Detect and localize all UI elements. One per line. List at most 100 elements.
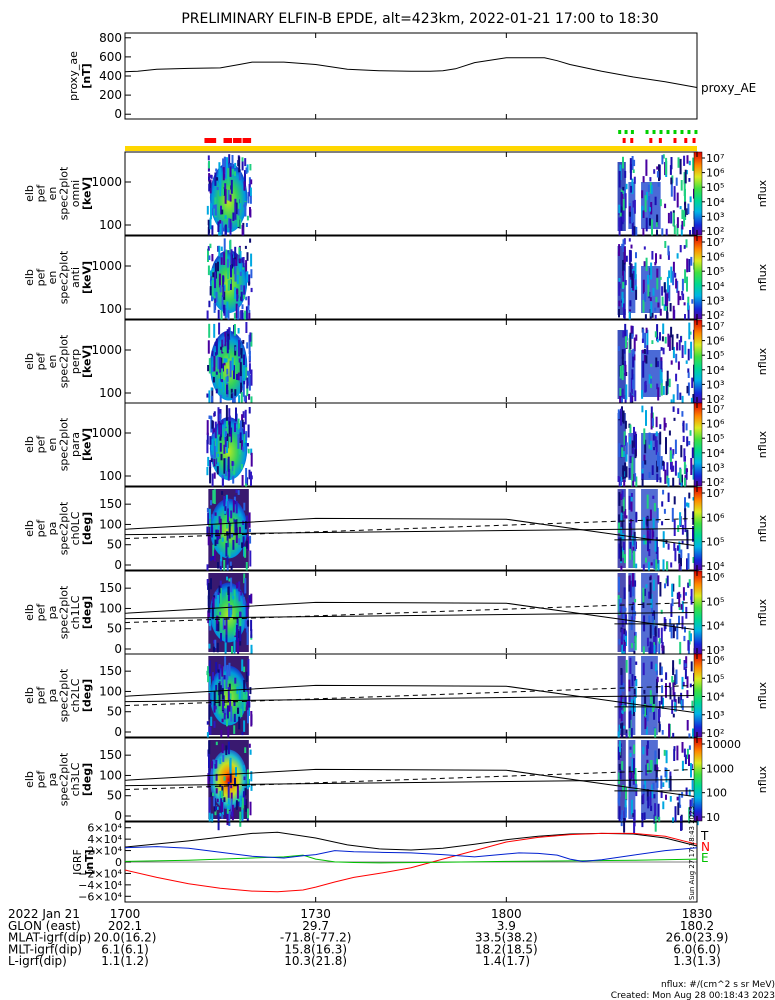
- spectrogram-pixel: [633, 159, 636, 167]
- spectrogram-pixel: [625, 336, 627, 349]
- spectrogram-pixel: [658, 455, 661, 471]
- spectrogram-pixel: [222, 158, 225, 168]
- pitch-angle-pixel: [646, 740, 649, 749]
- spectrogram-pixel: [209, 243, 212, 249]
- pitch-angle-pixel: [618, 724, 621, 734]
- pitch-angle-pixel: [628, 575, 631, 585]
- spectrogram-pixel: [667, 333, 670, 347]
- spectrogram-pixel: [646, 329, 649, 346]
- pitch-angle-pixel: [221, 718, 224, 723]
- spectrogram-pixel: [229, 360, 232, 378]
- spectrogram-pixel: [664, 203, 667, 209]
- pitch-angle-pixel: [250, 783, 253, 791]
- pitch-angle-pixel: [681, 676, 684, 690]
- spectrogram-pixel: [623, 309, 626, 319]
- spectrogram-colorbar-title: nflux: [756, 263, 769, 291]
- spectrogram-ylabel-line: pef: [35, 268, 48, 287]
- pitch-angle-pixel: [642, 707, 645, 715]
- spectrogram-pixel: [220, 257, 223, 265]
- spectrogram-pixel: [621, 447, 624, 457]
- pitch-angle-pixel: [220, 551, 223, 562]
- spectrogram-pixel: [229, 218, 232, 236]
- pitch-angle-pixel: [667, 492, 670, 502]
- spectrogram-pixel: [651, 312, 654, 318]
- spectrogram-pixel: [681, 474, 683, 486]
- spectrogram-pixel: [232, 392, 234, 407]
- spectrogram-pixel: [213, 371, 216, 377]
- spectrogram-pixel: [235, 303, 238, 319]
- spectrogram-pixel: [621, 388, 624, 398]
- pitch-angle-pixel: [215, 773, 218, 781]
- spectrogram-pixel: [662, 386, 665, 395]
- spectrogram-pixel: [250, 452, 253, 467]
- spectrogram-pixel: [650, 413, 653, 430]
- spectrogram-pixel: [646, 191, 648, 201]
- pitch-angle-pixel: [242, 765, 245, 772]
- spectrogram-pixel: [622, 281, 625, 289]
- pitch-angle-pixel: [650, 805, 653, 811]
- spectrogram-pixel: [221, 368, 223, 383]
- spectrogram-pixel: [618, 217, 621, 227]
- spectrogram-pixel: [656, 473, 659, 483]
- pitch-angle-pixel: [660, 666, 663, 675]
- spectrogram-pixel: [214, 352, 217, 356]
- spectrogram-pixel: [686, 436, 689, 447]
- pitch-angle-pixel: [677, 802, 680, 816]
- pitch-angle-pixel: [661, 501, 664, 507]
- spectrogram-pixel: [618, 477, 621, 487]
- spectrogram-pixel: [686, 208, 689, 215]
- spectrogram-pixel: [657, 302, 660, 308]
- pitch-angle-pixel: [235, 800, 238, 810]
- spectrogram-pixel: [221, 209, 224, 215]
- spectrogram-pixel: [629, 158, 632, 173]
- spectrogram-pixel: [237, 328, 240, 334]
- spectrogram-pixel: [645, 159, 648, 176]
- pitch-angle-pixel: [660, 695, 663, 705]
- spectrogram-pixel: [225, 173, 228, 180]
- spectrogram-pixel: [634, 285, 637, 290]
- spectrogram-pixel: [642, 360, 645, 378]
- pitch-angle-pixel: [657, 803, 660, 821]
- spectrogram-pixel: [690, 256, 693, 266]
- pitch-angle-pixel: [653, 636, 656, 647]
- spectrogram-pixel: [215, 436, 218, 452]
- pitch-angle-pixel: [619, 598, 622, 603]
- pitch-angle-pixel: [243, 679, 246, 692]
- pitch-angle-ylabel-line: spec2plot: [58, 585, 71, 639]
- spectrogram-pixel: [676, 223, 679, 241]
- spectrogram-pixel: [642, 349, 645, 354]
- pitch-angle-pixel: [653, 814, 656, 824]
- spectrogram-pixel: [250, 269, 253, 279]
- pitch-angle-pixel: [672, 689, 675, 694]
- spectrogram-pixel: [631, 369, 634, 380]
- pitch-angle-pixel: [237, 801, 240, 806]
- pitch-angle-pixel: [621, 614, 624, 627]
- spectrogram-pixel: [206, 432, 209, 445]
- spectrogram-pixel: [236, 373, 238, 380]
- spectrogram-pixel: [240, 420, 242, 431]
- pitch-angle-pixel: [618, 806, 621, 822]
- loss-cone-line: [124, 528, 698, 536]
- spectrogram-pixel: [241, 224, 244, 240]
- spectrogram-pixel: [229, 194, 232, 202]
- spectrogram-pixel: [235, 359, 238, 373]
- pitch-angle-pixel: [238, 716, 241, 730]
- pitch-angle-pixel: [216, 798, 219, 802]
- spectrogram-pixel: [643, 261, 646, 267]
- flag-red-segment: [223, 138, 233, 143]
- pitch-angle-pixel: [249, 687, 252, 695]
- spectrogram-pixel: [224, 215, 227, 219]
- spectrogram-pixel: [218, 353, 221, 358]
- loss-cone-line: [124, 684, 698, 714]
- spectrogram-pixel: [246, 377, 249, 389]
- pitch-angle-pixel: [655, 559, 658, 577]
- spectrogram-pixel: [666, 293, 669, 307]
- pitch-angle-pixel: [232, 595, 235, 600]
- spectrogram-pixel: [222, 275, 225, 287]
- spectrogram-pixel: [623, 431, 626, 445]
- spectrogram-pixel: [663, 417, 666, 431]
- pitch-angle-pixel: [645, 726, 648, 735]
- pitch-angle-pixel: [691, 779, 694, 791]
- spectrogram-pixel: [249, 238, 252, 243]
- pitch-angle-pixel: [649, 528, 652, 544]
